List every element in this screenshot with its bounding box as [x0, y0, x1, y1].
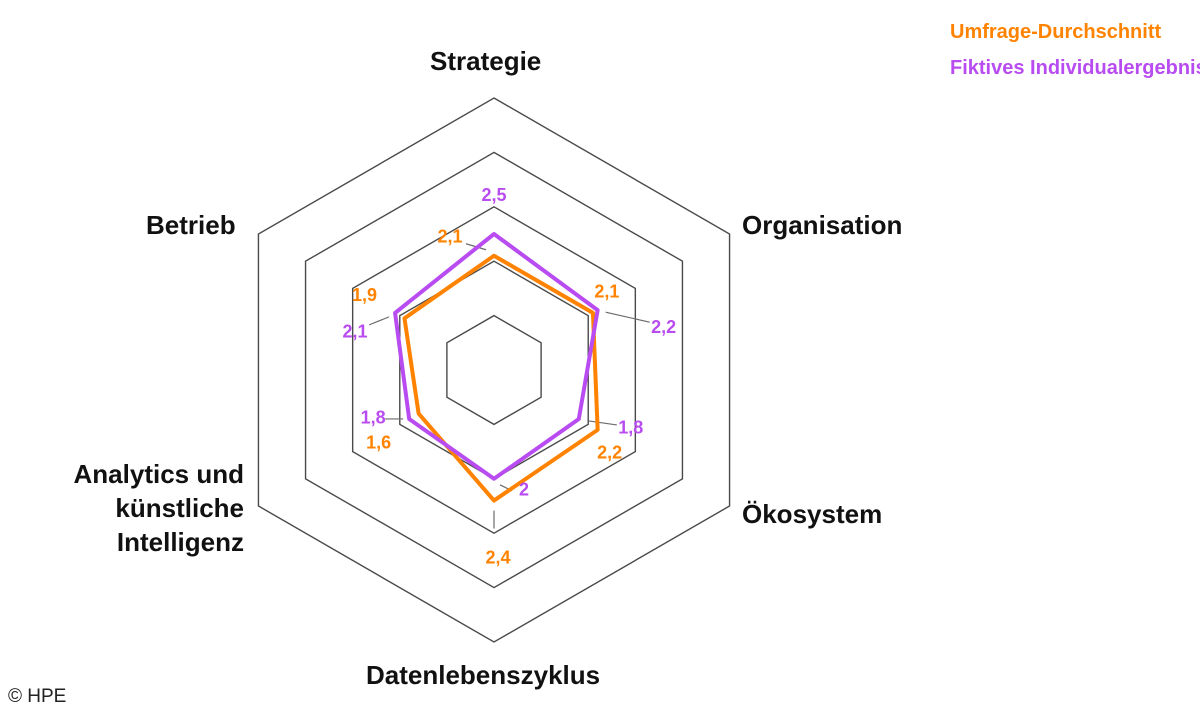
data-label-series2-1: 2,2 — [651, 317, 676, 337]
data-label-series1-0: 2,1 — [437, 227, 462, 247]
series-polygon-1 — [402, 253, 600, 503]
data-label-series1-2: 2,2 — [597, 443, 622, 463]
data-label-series1-3: 2,4 — [485, 547, 510, 567]
series-polygon-2 — [393, 232, 600, 481]
axis-label-betrieb: Betrieb — [146, 210, 236, 240]
data-label-series2-3: 2 — [519, 480, 529, 500]
data-label-series2-5: 2,1 — [343, 322, 368, 342]
axis-label-analytics-line2: künstliche — [115, 493, 244, 523]
grid-ring-4 — [304, 151, 684, 589]
data-label-series1-5: 1,9 — [352, 285, 377, 305]
data-label-series2-0: 2,5 — [481, 185, 506, 205]
axis-label-datenlebenszyklus: Datenlebenszyklus — [366, 660, 601, 690]
axis-label-strategie: Strategie — [430, 46, 542, 76]
axis-label-analytics: Analytics und künstliche Intelligenz — [60, 457, 244, 559]
data-label-series1-4: 1,6 — [366, 432, 391, 452]
axis-label-organisation: Organisation — [742, 210, 903, 240]
leader-line-1-5 — [368, 316, 390, 326]
leader-line-1-1 — [605, 311, 650, 323]
axis-label-analytics-line1: Analytics und — [73, 459, 244, 489]
leader-line-1-2 — [588, 420, 617, 426]
data-label-series2-2: 1,8 — [618, 418, 643, 438]
credit-hpe: © HPE — [8, 686, 67, 707]
grid-ring-3 — [351, 205, 637, 535]
data-label-series1-1: 2,1 — [594, 282, 619, 302]
grid-ring-1 — [446, 314, 542, 426]
axis-label-oekosystem: Ökosystem — [742, 499, 883, 529]
grid-ring-5 — [257, 97, 731, 643]
data-label-series2-4: 1,8 — [361, 408, 386, 428]
axis-label-analytics-line3: Intelligenz — [116, 527, 244, 557]
legend-item-fiktives-individualergebnis: Fiktives Individualergebnis — [950, 57, 1200, 79]
legend-item-umfrage-durchschnitt: Umfrage-Durchschnitt — [950, 21, 1162, 43]
